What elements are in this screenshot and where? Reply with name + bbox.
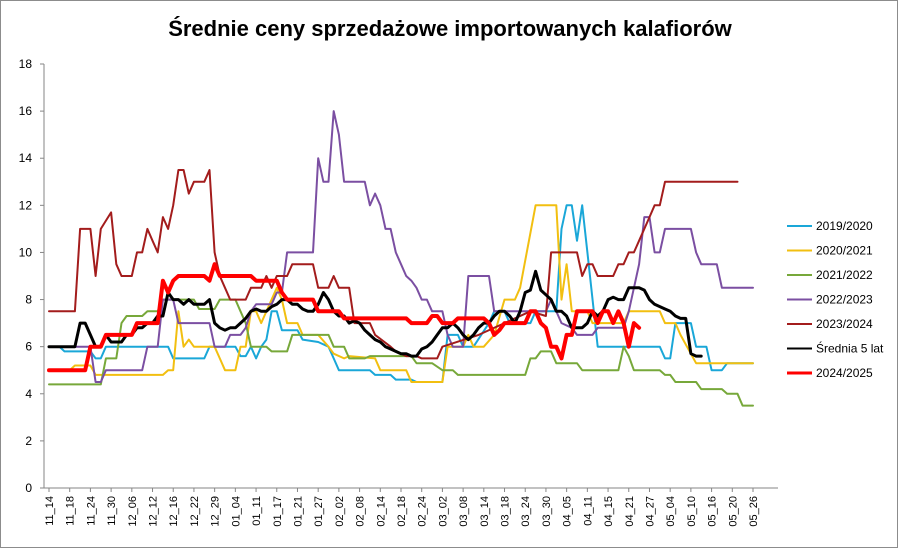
y-tick-label: 4 — [25, 387, 32, 401]
legend-label: Średnia 5 lat — [816, 341, 884, 356]
x-tick-label: 11_14 — [44, 496, 56, 526]
x-tick-label: 05_04 — [665, 496, 677, 527]
x-tick-label: 11_24 — [85, 496, 97, 526]
x-tick-label: 03_08 — [458, 496, 470, 527]
y-tick-label: 2 — [25, 434, 32, 448]
y-tick-label: 6 — [25, 340, 32, 354]
x-tick-label: 12_06 — [127, 496, 139, 527]
y-tick-label: 8 — [25, 293, 32, 307]
x-tick-label: 01_21 — [292, 496, 304, 527]
x-tick-label: 03_02 — [437, 496, 449, 527]
x-tick-label: 12_12 — [148, 496, 160, 527]
x-tick-label: 12_29 — [210, 496, 222, 527]
x-tick-label: 01_11 — [251, 496, 263, 526]
y-tick-label: 14 — [19, 151, 33, 165]
x-tick-label: 05_26 — [748, 496, 760, 527]
x-tick-label: 04_21 — [624, 496, 636, 527]
x-tick-label: 02_18 — [396, 496, 408, 527]
x-tick-label: 12_22 — [189, 496, 201, 527]
series-line-1 — [48, 204, 754, 383]
legend-label: 2023/2024 — [816, 317, 873, 331]
legend: 2019/2020 2020/2021 2021/2022 2022/2023 2023… — [787, 219, 884, 380]
x-tick-label: 02_02 — [334, 496, 346, 527]
x-tick-label: 11_30 — [106, 496, 118, 526]
x-tick-label: 02_08 — [355, 496, 367, 527]
x-tick-label: 01_27 — [313, 496, 325, 527]
x-tick-label: 02_14 — [375, 496, 387, 527]
x-tick-label: 03_30 — [541, 496, 553, 527]
y-tick-label: 10 — [19, 245, 33, 259]
legend-label: 2022/2023 — [816, 293, 873, 307]
y-tick-label: 12 — [19, 198, 33, 212]
y-tick-label: 0 — [25, 481, 32, 495]
legend-label: 2024/2025 — [816, 366, 873, 380]
x-tick-label: 01_04 — [230, 496, 242, 527]
legend-label: 2019/2020 — [816, 219, 873, 233]
series-line-6 — [47, 269, 703, 358]
x-tick-label: 01_17 — [272, 496, 284, 527]
x-tick-label: 03_24 — [520, 496, 532, 527]
legend-label: 2021/2022 — [816, 268, 873, 282]
x-tick-label: 05_10 — [686, 496, 698, 527]
x-tick-label: 11_18 — [65, 496, 77, 526]
x-tick-label: 03_14 — [479, 496, 491, 527]
x-tick-label: 12_16 — [168, 496, 180, 527]
series-line-7 — [47, 262, 642, 373]
x-tick-label: 04_15 — [603, 496, 615, 527]
x-tick-label: 03_18 — [500, 496, 512, 527]
x-tick-label: 04_27 — [644, 496, 656, 527]
x-tick-label: 02_24 — [417, 496, 429, 527]
axes: 0 2 4 6 8 10 12 14 16 18 11_14 11_18 11_24 11_30 12_06… — [19, 57, 778, 527]
y-tick-label: 16 — [19, 104, 33, 118]
x-tick-label: 04_11 — [582, 496, 594, 526]
x-tick-label: 04_05 — [562, 496, 574, 527]
series-line-4 — [48, 110, 754, 383]
series-layer — [47, 110, 754, 407]
series-line-5 — [48, 169, 739, 360]
x-tick-label: 05_20 — [727, 496, 739, 527]
x-tick-label: 05_16 — [707, 496, 719, 527]
chart-title: Średnie ceny sprzedażowe importowanych k… — [168, 16, 732, 41]
legend-label: 2020/2021 — [816, 244, 873, 258]
y-tick-label: 18 — [19, 57, 33, 71]
